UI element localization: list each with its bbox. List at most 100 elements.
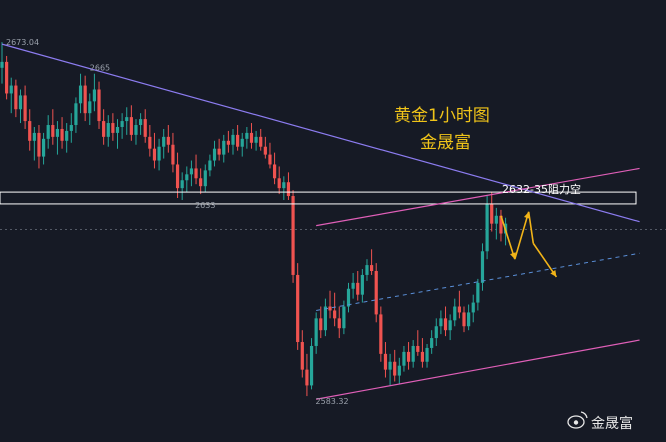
- candle-body: [282, 182, 286, 189]
- candle-body: [402, 351, 406, 366]
- candle-body: [443, 318, 448, 331]
- chart-subtitle: 金晟富: [420, 133, 471, 153]
- candle-body: [342, 306, 346, 329]
- candle-body: [203, 170, 207, 187]
- candle-body: [74, 103, 78, 126]
- candle-body: [175, 164, 180, 189]
- candle-body: [397, 365, 401, 376]
- candle-body: [374, 271, 378, 315]
- candle-body: [411, 345, 415, 362]
- candle-body: [277, 178, 281, 189]
- candle-body: [365, 265, 369, 275]
- candle-body: [51, 125, 55, 137]
- arrow-head: [510, 252, 516, 260]
- candle-body: [106, 123, 110, 137]
- candle-body: [485, 203, 489, 252]
- candle-body: [448, 320, 452, 331]
- candle-body: [490, 203, 494, 224]
- candle-body: [5, 61, 9, 94]
- candle-body: [41, 138, 46, 157]
- candle-body: [194, 168, 198, 179]
- candle-body: [0, 61, 4, 68]
- candle-body: [434, 326, 438, 339]
- candle-body: [212, 148, 217, 161]
- candle-body: [356, 282, 360, 295]
- candle-body: [143, 119, 147, 137]
- candle-body: [199, 178, 203, 187]
- candle-body: [171, 144, 175, 165]
- candle-body: [236, 134, 240, 147]
- candle-body: [379, 314, 383, 354]
- candle-body: [60, 128, 64, 141]
- candle-body: [300, 342, 304, 370]
- candle-body: [231, 134, 235, 145]
- candle-body: [240, 138, 244, 147]
- candle-body: [129, 117, 133, 135]
- candle-body: [272, 164, 277, 179]
- candle-body: [333, 310, 337, 319]
- projection-segment: [527, 211, 535, 244]
- candle-body: [309, 345, 314, 386]
- watermark: 金晟富: [567, 411, 633, 432]
- resistance-band: [0, 191, 637, 205]
- candle-body: [102, 121, 106, 137]
- descending-trendline: [1, 43, 640, 223]
- candle-body: [263, 146, 267, 155]
- candle-body: [296, 274, 300, 343]
- candle-body: [462, 312, 466, 327]
- candle-body: [337, 318, 341, 329]
- candle-body: [323, 306, 327, 331]
- projection-segment: [532, 242, 558, 278]
- candle-body: [9, 85, 13, 94]
- candle-body: [139, 119, 143, 126]
- candle-body: [208, 160, 212, 171]
- candle-body: [439, 318, 443, 327]
- candle-body: [346, 288, 351, 307]
- candle-body: [393, 361, 397, 376]
- candle-body: [65, 130, 69, 141]
- candle-body: [222, 140, 226, 155]
- candle-body: [467, 312, 471, 327]
- watermark-text: 金晟富: [591, 415, 633, 432]
- candle-body: [189, 168, 194, 175]
- candle-body: [249, 132, 254, 143]
- projection-segment: [500, 215, 516, 260]
- candle-body: [254, 136, 258, 143]
- candle-body: [18, 95, 23, 110]
- candle-body: [351, 282, 355, 289]
- candle-body: [46, 125, 50, 139]
- candle-body: [157, 146, 161, 161]
- channel-mid-line: [316, 252, 640, 311]
- candle-body: [305, 369, 309, 386]
- candle-body: [23, 95, 27, 122]
- candle-body: [217, 148, 221, 155]
- candle-body: [314, 318, 318, 346]
- candle-body: [268, 154, 272, 165]
- candle-body: [83, 85, 87, 114]
- candle-body: [69, 125, 73, 131]
- candle-body: [185, 174, 189, 181]
- candle-body: [457, 306, 461, 313]
- candles-group: [0, 42, 508, 397]
- candle-body: [148, 136, 152, 149]
- candle-body: [88, 101, 92, 114]
- candle-body: [245, 132, 249, 139]
- low-price-label: 2583.32: [316, 397, 349, 406]
- candle-body: [360, 274, 364, 295]
- candle-body: [425, 347, 429, 362]
- candle-body: [97, 89, 101, 122]
- candle-body: [499, 215, 503, 234]
- candle-body: [494, 215, 498, 224]
- candle-body: [471, 302, 475, 313]
- support-price-label: 2633: [195, 201, 215, 210]
- candle-body: [134, 125, 138, 135]
- candle-body: [162, 136, 166, 147]
- candle-body: [28, 121, 32, 141]
- candle-body: [406, 351, 411, 362]
- swing-price-label: 2665: [90, 64, 110, 73]
- candle-body: [383, 353, 388, 370]
- candle-body: [55, 128, 60, 137]
- candle-body: [32, 132, 36, 141]
